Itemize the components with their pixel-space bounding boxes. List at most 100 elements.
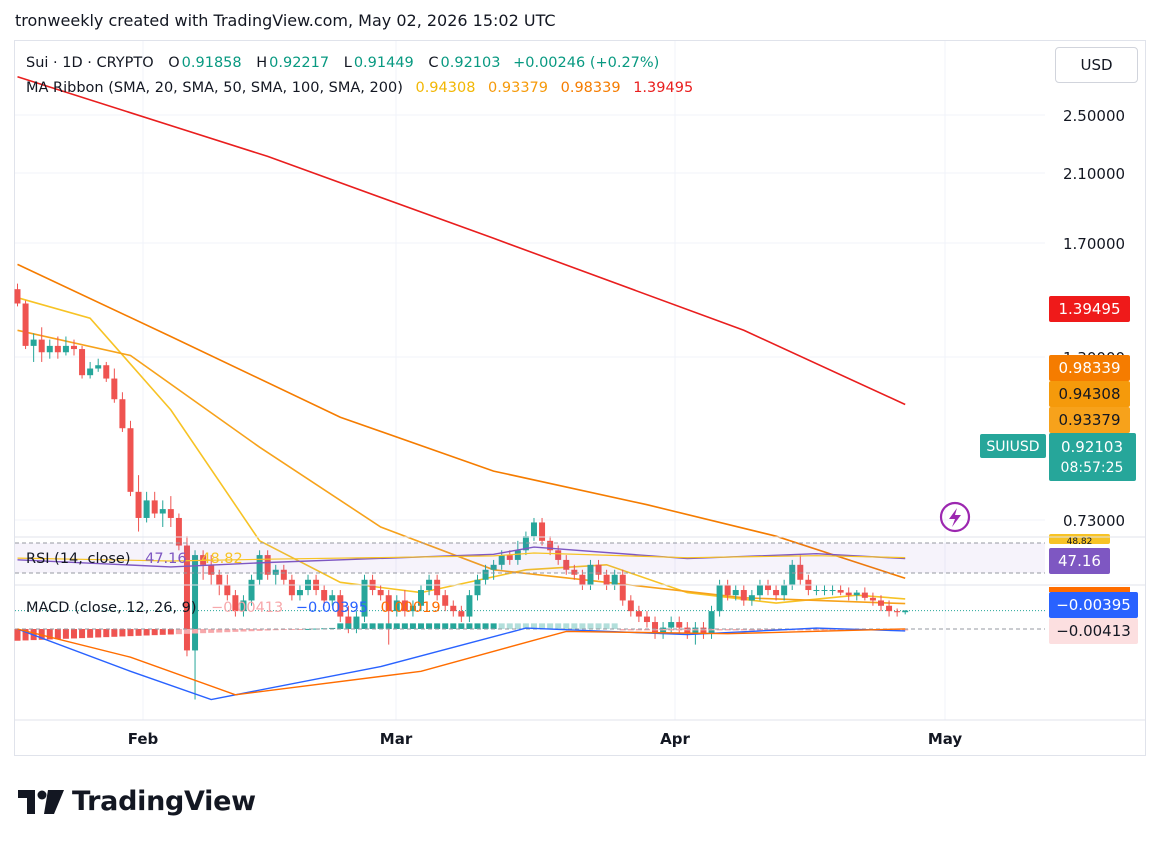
- macd-histogram-bar: [837, 629, 844, 631]
- candle: [563, 555, 570, 575]
- macd-legend-name[interactable]: MACD (close, 12, 26, 9): [26, 600, 197, 616]
- current-price-text: 0.92103: [1061, 438, 1123, 456]
- macd-histogram-bar: [127, 629, 134, 637]
- candle-body: [192, 555, 199, 651]
- candle: [716, 579, 723, 617]
- macd-histogram-bar: [902, 629, 909, 631]
- macd-histogram-bar: [95, 629, 102, 638]
- candle: [127, 420, 134, 497]
- candle-body: [530, 522, 537, 537]
- macd-histogram-bar: [216, 629, 223, 633]
- candle-body: [175, 517, 182, 546]
- signal-value: 0.00019: [380, 600, 441, 616]
- macd-histogram-bar: [79, 629, 86, 639]
- low-value: 0.91449: [353, 55, 414, 71]
- candle-body: [563, 559, 570, 570]
- macd-histogram-bar: [426, 623, 433, 629]
- macd-histogram-bar: [611, 623, 618, 629]
- rsi-legend-name[interactable]: RSI (14, close): [26, 551, 131, 567]
- candle: [732, 584, 739, 601]
- candle-body: [482, 569, 489, 580]
- price-tick-label: 2.10000: [1063, 165, 1125, 183]
- candle-body: [321, 590, 328, 601]
- currency-button[interactable]: USD: [1055, 47, 1138, 83]
- candle-body: [547, 540, 554, 551]
- candle: [167, 496, 174, 527]
- ma20-value: 0.94308: [415, 80, 476, 96]
- candle-body: [159, 509, 166, 514]
- macd-histogram-bar: [652, 629, 659, 631]
- macd-histogram-bar: [756, 629, 763, 631]
- macd-histogram-bar: [377, 623, 384, 629]
- close-label: C: [428, 55, 439, 71]
- macd-histogram-bar: [692, 629, 699, 631]
- candle: [611, 569, 618, 591]
- candle-body: [143, 500, 150, 518]
- price-axis: 2.500002.100001.700001.300000.730001.394…: [15, 107, 1145, 748]
- candle-body: [385, 595, 392, 612]
- macd-histogram-bar: [401, 623, 408, 629]
- candle-body: [861, 592, 868, 598]
- candle: [434, 574, 441, 601]
- candle-body: [409, 605, 416, 612]
- candle: [765, 579, 772, 596]
- macd-histogram-bar: [506, 623, 513, 629]
- macd-histogram-bar: [409, 623, 416, 629]
- macd-histogram-bar: [224, 629, 231, 633]
- macd-histogram-bar: [385, 623, 392, 629]
- candle: [482, 564, 489, 585]
- tradingview-logo[interactable]: TradingView: [18, 786, 256, 817]
- macd-histogram-bar: [345, 623, 352, 629]
- candle-body: [474, 579, 481, 596]
- candle-body: [442, 595, 449, 606]
- candle-body: [837, 590, 844, 593]
- candle: [95, 358, 102, 372]
- candle-body: [361, 579, 368, 617]
- macd-histogram-bar: [684, 629, 691, 631]
- candle: [248, 574, 255, 606]
- candle-body: [240, 600, 247, 612]
- macd-histogram-bar: [264, 629, 271, 631]
- candle-body: [272, 569, 279, 575]
- macd-histogram-bar: [393, 623, 400, 629]
- macd-histogram-bar: [135, 629, 142, 636]
- candle: [853, 590, 860, 601]
- macd-histogram-bar: [490, 623, 497, 629]
- candle-body: [208, 564, 215, 575]
- ma200-price-tag: 1.39495: [1049, 296, 1130, 322]
- ma-legend-name[interactable]: MA Ribbon (SMA, 20, SMA, 50, SMA, 100, S…: [26, 80, 403, 96]
- macd-histogram-bar: [539, 623, 546, 629]
- candle: [353, 611, 360, 634]
- macd-histogram-bar: [829, 629, 836, 631]
- macd-histogram-bar: [272, 629, 279, 631]
- lightning-icon[interactable]: [939, 501, 971, 533]
- macd-histogram-bar: [458, 623, 465, 629]
- ma100-price-tag-bg: [1049, 355, 1130, 381]
- candle: [861, 587, 868, 601]
- macd-histogram-bar: [765, 629, 772, 631]
- low-label: L: [343, 55, 352, 71]
- macd-histogram-bar: [571, 623, 578, 629]
- countdown-text: 08:57:25: [1061, 460, 1124, 476]
- macd-histogram-bar: [579, 623, 586, 629]
- candle-body: [555, 550, 562, 560]
- candle-body: [353, 616, 360, 628]
- macd-histogram-bar: [329, 627, 336, 629]
- chart-header-title: tronweekly created with TradingView.com,…: [15, 11, 556, 30]
- symbol-name[interactable]: Sui · 1D · CRYPTO: [26, 55, 154, 71]
- rsi-tag: 47.16: [1049, 548, 1110, 574]
- macd-histogram-bar: [595, 623, 602, 629]
- macd-histogram-bar: [821, 629, 828, 631]
- high-value: 0.92217: [269, 55, 330, 71]
- macd-histogram-bar: [676, 629, 683, 631]
- macd-histogram-bar: [353, 623, 360, 629]
- rsi-legend: RSI (14, close) 47.16 48.82: [26, 551, 245, 567]
- candle-body: [490, 564, 497, 570]
- candle: [829, 584, 836, 596]
- candle-body: [337, 595, 344, 617]
- candle: [442, 590, 449, 612]
- candle-body: [732, 590, 739, 596]
- candle: [159, 500, 166, 527]
- candle-body: [587, 564, 594, 585]
